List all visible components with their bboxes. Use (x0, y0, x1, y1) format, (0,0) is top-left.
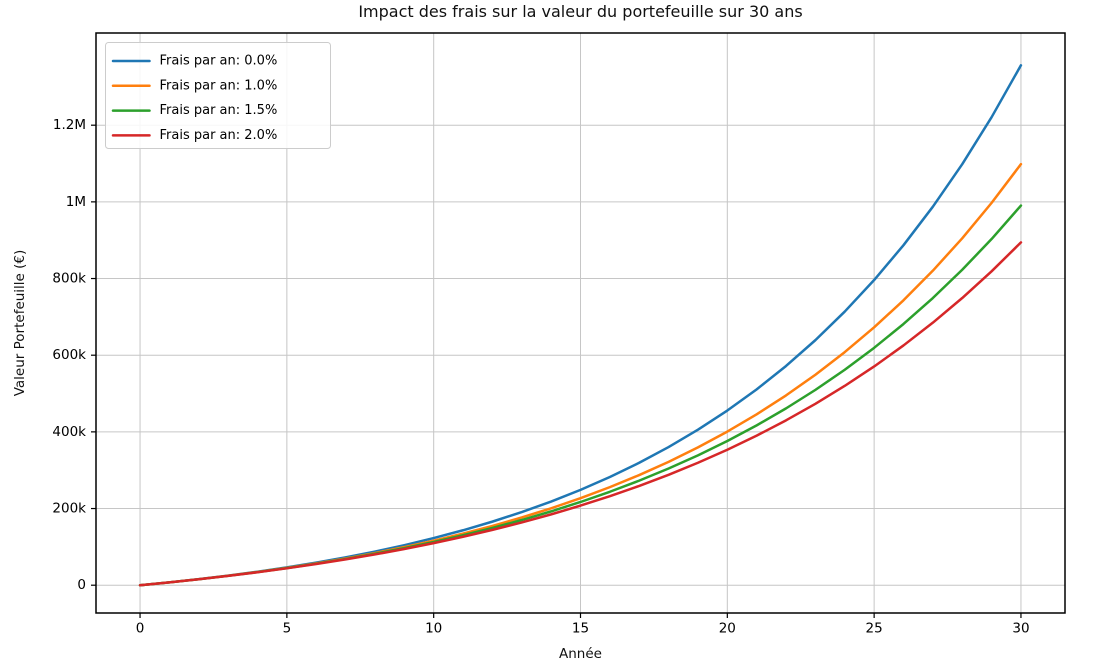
y-axis: 0 200k 400k 600k 800k 1M 1.2M (52, 117, 96, 593)
legend: Frais par an: 0.0% Frais par an: 1.0% Frai… (105, 42, 331, 149)
series-lines (138, 64, 1023, 587)
legend-label: Frais par an: 1.0% (160, 78, 278, 93)
legend-item: Frais par an: 1.0% (111, 78, 278, 93)
chart-title: Impact des frais sur la valeur du portef… (358, 2, 803, 21)
x-axis: 0 5 10 15 20 25 30 (136, 613, 1030, 637)
legend-label: Frais par an: 2.0% (160, 128, 278, 143)
legend-item: Frais par an: 2.0% (111, 128, 278, 143)
legend-label: Frais par an: 1.5% (160, 103, 278, 118)
legend-item: Frais par an: 1.5% (111, 103, 278, 118)
series-line-3 (138, 241, 1023, 587)
x-tick-label: 5 (283, 621, 292, 637)
legend-item: Frais par an: 0.0% (111, 54, 278, 69)
y-tick-label: 1.2M (53, 117, 86, 133)
y-tick-label: 1M (66, 194, 86, 210)
y-tick-label: 200k (52, 501, 86, 517)
x-tick-label: 10 (425, 621, 442, 637)
legend-box (105, 42, 331, 149)
x-axis-label: Année (559, 646, 602, 662)
x-tick-label: 15 (572, 621, 589, 637)
gridlines (96, 33, 1065, 613)
legend-label: Frais par an: 0.0% (160, 54, 278, 69)
x-tick-label: 20 (719, 621, 736, 637)
x-tick-label: 30 (1012, 621, 1029, 637)
y-tick-label: 800k (52, 271, 86, 287)
y-tick-label: 600k (52, 347, 86, 363)
y-tick-label: 400k (52, 424, 86, 440)
x-tick-label: 25 (866, 621, 883, 637)
x-tick-label: 0 (136, 621, 145, 637)
y-tick-label: 0 (77, 577, 86, 593)
